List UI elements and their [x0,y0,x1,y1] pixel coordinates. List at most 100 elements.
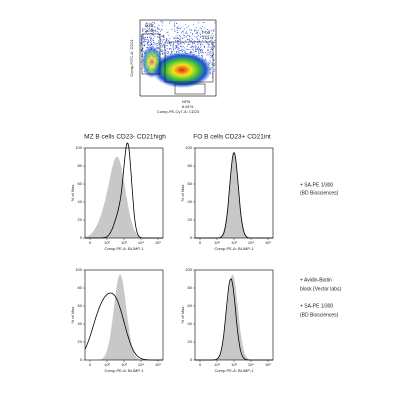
event-dot [210,51,212,53]
event-dot [154,44,156,46]
event-dot [140,50,142,52]
event-dot [213,45,215,47]
histogram: 0 20 40 60 80 100 0 10² 10³ 10⁴ 10⁵ % of Max Comp-PE… [180,145,274,251]
y-tick-label: 80 [188,163,193,168]
event-dot [142,34,144,36]
y-tick-label: 100 [75,145,82,150]
event-dot [197,42,199,44]
event-dot [200,46,202,48]
y-tick-label: 40 [188,199,193,204]
event-dot [213,59,215,61]
event-dot [173,49,175,51]
event-dot [150,43,152,45]
event-dot [210,53,212,54]
event-dot [150,37,152,39]
event-dot [213,35,215,37]
histogram: 0 20 40 60 80 100 0 10² 10³ 10⁴ 10⁵ % of Max Comp-PE… [180,267,274,373]
event-dot [145,23,147,25]
event-dot [199,50,201,52]
event-dot [147,27,149,29]
event-dot [211,43,213,45]
event-dot [182,48,184,50]
event-dot [181,50,182,52]
row-label: + Avidin-Biotin [300,277,332,283]
event-dot [157,32,159,34]
event-dot [214,22,216,24]
event-dot [142,30,143,32]
event-dot [189,40,191,42]
event-dot [209,40,211,42]
event-dot [201,51,203,53]
event-dot [205,41,207,42]
event-dot [146,31,148,33]
event-dot [172,42,174,44]
y-tick-label: 60 [188,303,193,308]
event-dot [168,39,170,41]
event-dot [178,40,180,42]
event-dot [207,46,209,48]
event-dot [184,23,186,25]
event-dot [158,25,160,26]
event-dot [210,57,212,59]
event-dot [177,37,179,39]
event-dot [166,38,168,39]
event-dot [142,38,144,40]
event-dot [147,39,149,41]
event-dot [150,43,152,44]
event-dot [176,30,178,31]
event-dot [151,32,153,34]
event-dot [144,41,146,42]
column-title: FO B cells CD23+ CD21int [193,134,271,141]
x-axis-label: Comp-PE-A: BLIMP-1 [214,246,254,251]
event-dot [161,45,163,47]
event-dot [197,44,199,46]
y-tick-label: 80 [188,285,193,290]
event-dot [210,39,212,41]
event-dot [198,48,200,50]
event-dot [140,35,142,37]
event-dot [187,39,189,41]
event-dot [184,47,186,49]
event-dot [170,47,171,49]
event-dot [201,50,203,52]
event-dot [188,35,190,37]
event-dot [178,44,180,46]
event-dot [199,49,200,51]
event-dot [213,64,215,66]
event-dot [148,22,150,24]
event-dot [179,43,181,45]
event-dot [195,29,197,31]
event-dot [188,25,189,27]
y-tick-label: 40 [78,199,83,204]
y-tick-label: 20 [188,217,193,222]
event-dot [185,48,187,50]
event-dot [177,40,179,42]
event-dot [149,28,150,30]
event-dot [197,32,198,34]
event-dot [163,37,165,39]
event-dot [202,22,204,23]
event-dot [182,34,184,36]
event-dot [202,26,203,28]
event-dot [200,45,202,47]
event-dot [174,30,176,32]
event-dot [168,47,170,49]
event-dot [213,41,215,43]
event-dot [160,49,162,51]
event-dot [197,35,199,37]
event-dot [174,24,175,26]
histogram: 0 20 40 60 80 100 0 10² 10³ 10⁴ 10⁵ % of Max Comp-PE… [70,267,164,373]
event-dot [142,36,144,38]
event-dot [155,43,157,44]
event-dot [162,45,164,47]
y-tick-label: 40 [78,321,83,326]
event-dot [206,42,208,44]
event-dot [200,43,202,45]
event-dot [162,34,164,36]
event-dot [174,48,176,50]
event-dot [189,36,191,38]
event-dot [210,30,212,32]
event-dot [159,30,161,32]
event-dot [200,51,201,53]
event-dot [158,48,160,50]
